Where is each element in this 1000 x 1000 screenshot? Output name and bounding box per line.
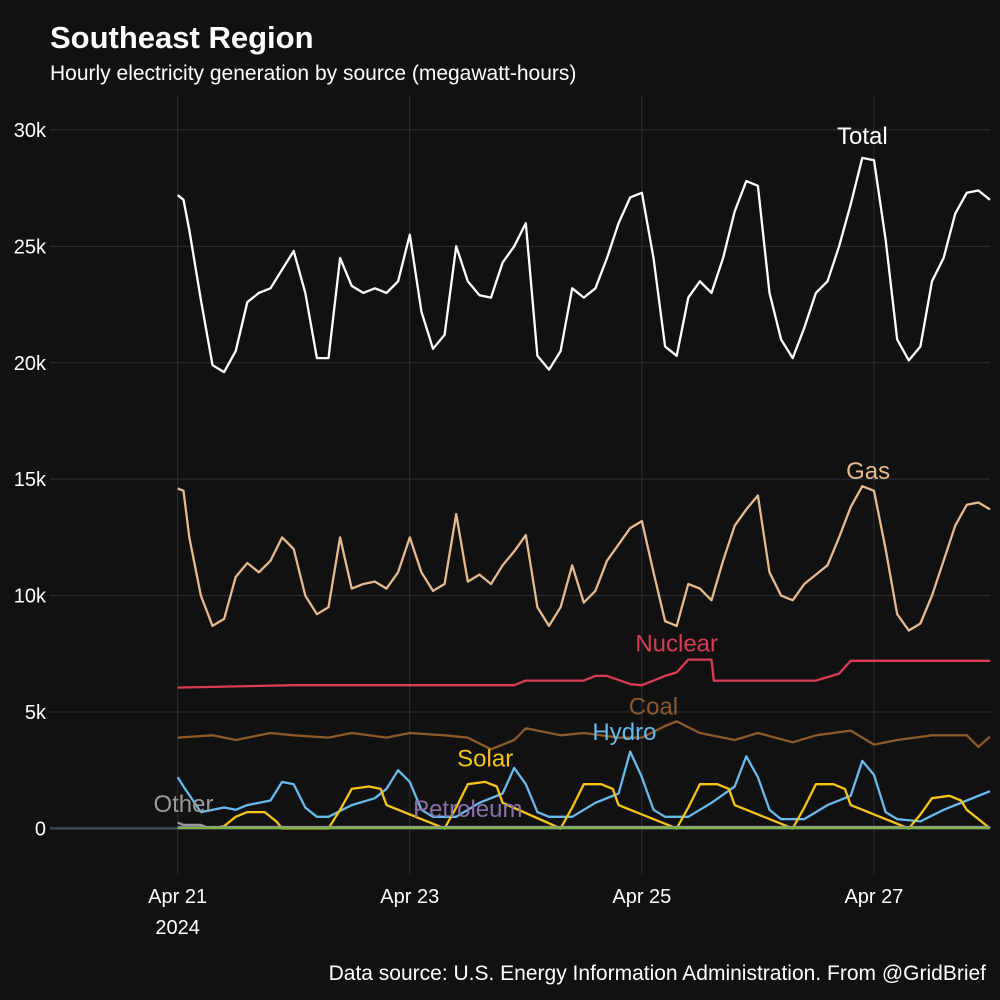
series-label-coal: Coal — [629, 693, 678, 720]
series-line-nuclear — [177, 658, 990, 689]
series-layer — [176, 156, 991, 830]
chart-subtitle: Hourly electricity generation by source … — [50, 62, 577, 85]
y-tick-label: 5k — [25, 702, 47, 724]
series-label-gas: Gas — [846, 458, 890, 485]
series-line-hydro — [176, 750, 991, 823]
series-label-total: Total — [837, 123, 888, 150]
series-label-nuclear: Nuclear — [635, 630, 718, 657]
x-tick-sublabel: 2024 — [155, 917, 200, 939]
series-line-total — [176, 156, 991, 374]
y-tick-label: 15k — [14, 469, 47, 491]
y-tick-label: 0 — [35, 818, 46, 840]
y-tick-label: 10k — [14, 586, 47, 608]
series-line-solar — [212, 780, 991, 830]
y-tick-label: 25k — [14, 236, 47, 258]
series-label-other: Other — [153, 791, 213, 818]
data-source-note: Data source: U.S. Energy Information Adm… — [328, 962, 986, 985]
series-label-solar: Solar — [457, 746, 513, 773]
y-tick-label: 20k — [14, 353, 47, 375]
series-label-hydro: Hydro — [592, 719, 656, 746]
series-line-other — [177, 821, 990, 829]
y-tick-label: 30k — [14, 120, 47, 142]
series-label-petroleum: Petroleum — [413, 796, 522, 823]
series-line-coal — [177, 720, 991, 751]
x-tick-label: Apr 25 — [612, 886, 671, 908]
x-tick-label: Apr 21 — [148, 886, 207, 908]
chart-title: Southeast Region — [50, 20, 314, 55]
series-line-gas — [177, 485, 991, 632]
axis-layer: 0 5k 10k 15k 20k 25k 30k Apr 21 2024 Apr 23 Apr 25… — [14, 120, 904, 939]
x-tick-label: Apr 23 — [380, 886, 439, 908]
x-tick-label: Apr 27 — [844, 886, 903, 908]
